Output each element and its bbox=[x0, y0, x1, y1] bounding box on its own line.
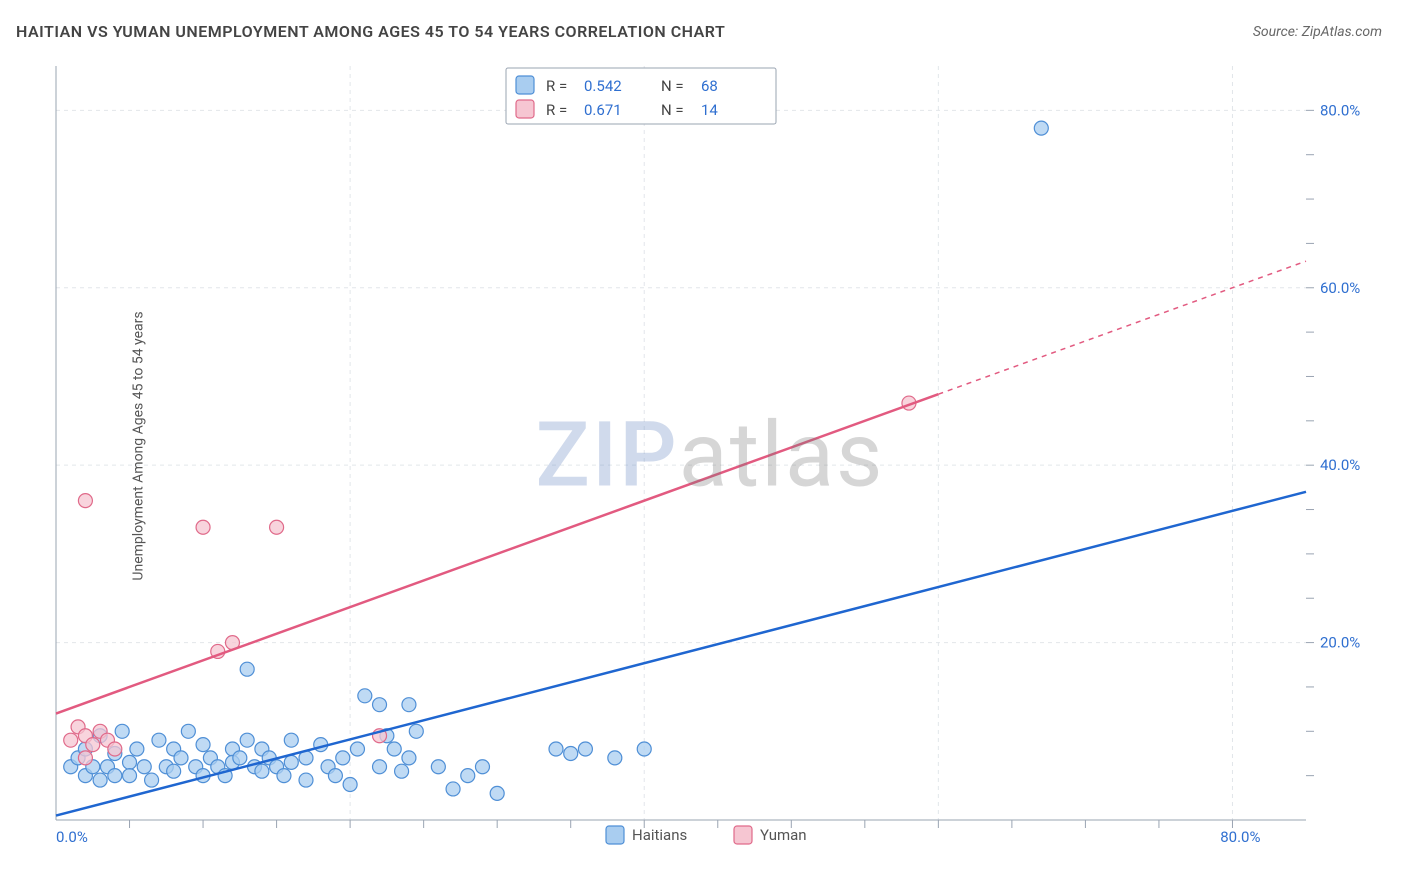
svg-text:80.0%: 80.0% bbox=[1220, 828, 1260, 846]
svg-text:20.0%: 20.0% bbox=[1320, 634, 1360, 652]
svg-text:60.0%: 60.0% bbox=[1320, 279, 1360, 297]
source-label: Source: ZipAtlas.com bbox=[1253, 24, 1382, 40]
svg-text:14: 14 bbox=[701, 101, 718, 119]
svg-text:80.0%: 80.0% bbox=[1320, 101, 1360, 119]
svg-text:Haitians: Haitians bbox=[632, 826, 687, 844]
svg-text:R =: R = bbox=[546, 77, 567, 95]
chart-title: HAITIAN VS YUMAN UNEMPLOYMENT AMONG AGES… bbox=[16, 22, 725, 41]
chart-svg: 0.0% 80.0% 20.0% 40.0% 60.0% 80.0% R = 0.542 N =… bbox=[50, 60, 1370, 850]
svg-text:N =: N = bbox=[661, 77, 684, 95]
svg-text:R =: R = bbox=[546, 101, 567, 119]
svg-text:0.0%: 0.0% bbox=[56, 828, 88, 846]
y-axis-label: Unemployment Among Ages 45 to 54 years bbox=[131, 311, 147, 580]
svg-text:68: 68 bbox=[701, 77, 718, 95]
svg-text:0.542: 0.542 bbox=[584, 77, 622, 95]
plot-area: 0.0% 80.0% 20.0% 40.0% 60.0% 80.0% R = 0.542 N =… bbox=[50, 60, 1370, 850]
svg-text:Yuman: Yuman bbox=[760, 826, 807, 844]
svg-text:N =: N = bbox=[661, 101, 684, 119]
svg-text:40.0%: 40.0% bbox=[1320, 456, 1360, 474]
svg-text:0.671: 0.671 bbox=[584, 101, 622, 119]
